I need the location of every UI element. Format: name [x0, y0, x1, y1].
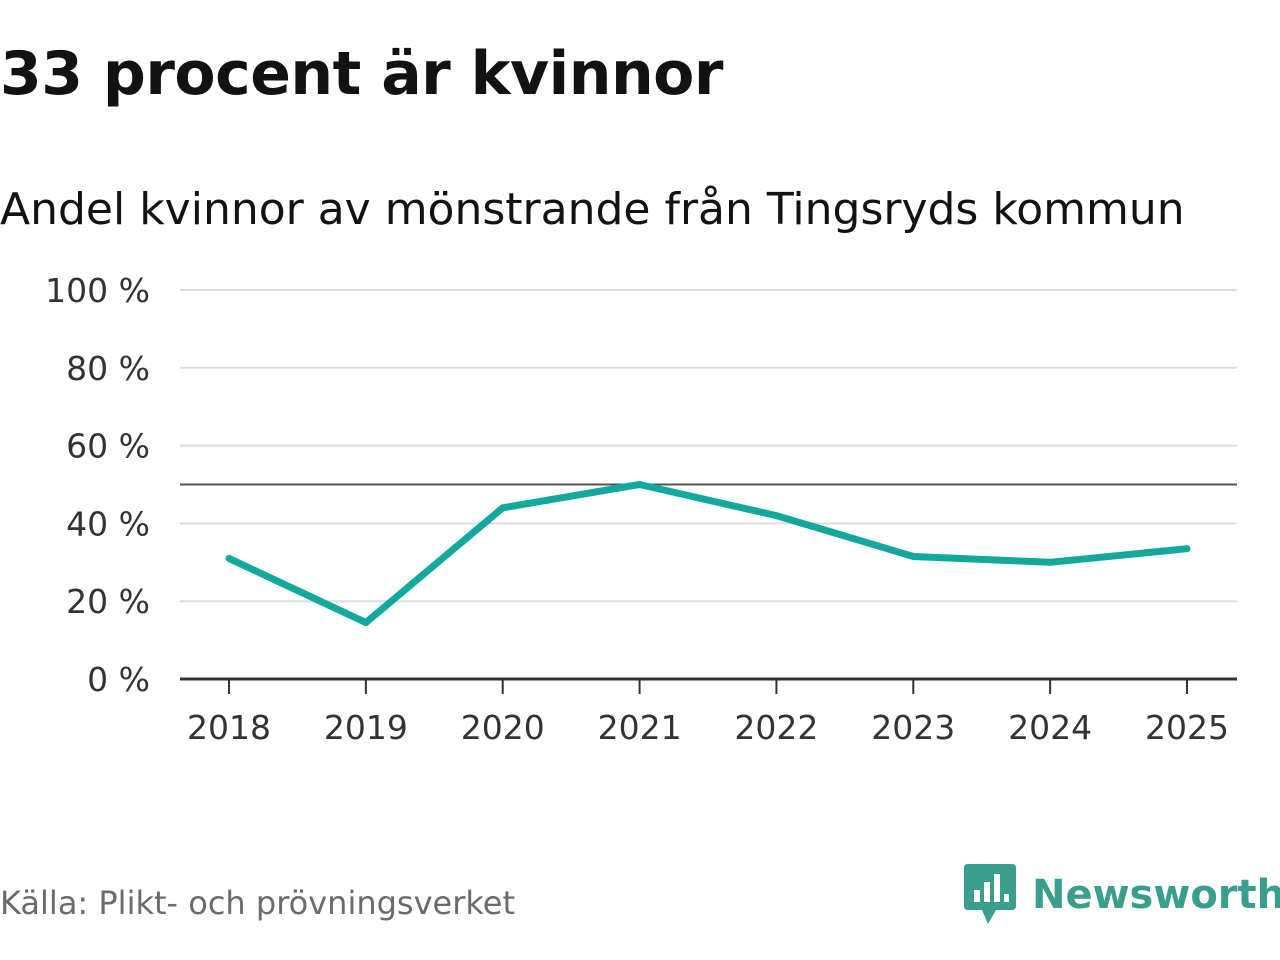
- chart-title: 33 procent är kvinnor: [0, 39, 723, 109]
- x-tick-label: 2018: [187, 708, 271, 747]
- data-point: [909, 552, 917, 560]
- data-point: [362, 619, 370, 627]
- bar-chart-speech-bubble-icon: [964, 864, 1016, 924]
- y-tick-label: 0 %: [87, 660, 150, 699]
- data-point: [636, 481, 644, 488]
- series-line: [227, 481, 1188, 627]
- source-text: Källa: Plikt- och prövningsverket: [0, 884, 515, 922]
- data-point: [772, 512, 780, 520]
- data-point: [499, 504, 507, 512]
- x-tick-label: 2022: [734, 708, 818, 747]
- data-point: [225, 554, 233, 562]
- y-tick-label: 60 %: [66, 427, 150, 466]
- data-point: [1046, 558, 1054, 566]
- x-tick-label: 2020: [461, 708, 545, 747]
- brand-logo-group: Newsworthy: [964, 864, 1280, 926]
- chart-subtitle: Andel kvinnor av mönstrande från Tingsry…: [0, 184, 1185, 235]
- y-tick-label: 100 %: [45, 271, 150, 310]
- data-point: [1183, 545, 1191, 553]
- x-tick-label: 2021: [598, 708, 682, 747]
- x-tick-label: 2023: [871, 708, 955, 747]
- y-tick-label: 20 %: [66, 582, 150, 621]
- x-tick-label: 2019: [324, 708, 408, 747]
- x-tick-label: 2025: [1145, 708, 1229, 747]
- y-tick-label: 80 %: [66, 349, 150, 388]
- x-tick-label: 2024: [1008, 708, 1092, 747]
- brand-name: Newsworthy: [1032, 872, 1280, 918]
- y-tick-label: 40 %: [66, 504, 150, 543]
